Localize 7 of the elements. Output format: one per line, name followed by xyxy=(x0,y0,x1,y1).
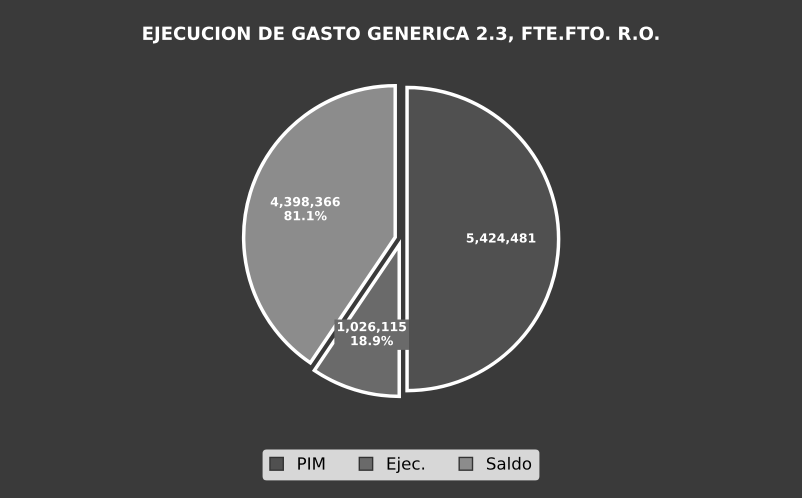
data-label: 4,398,366 81.1% xyxy=(270,196,340,220)
legend-label: Ejec. xyxy=(388,456,424,474)
data-label: 1,026,115 18.9% xyxy=(338,322,406,346)
chart-title: EJECUCION DE GASTO GENERICA 2.3, FTE.FTO. R.O. xyxy=(143,26,659,44)
legend-label: PIM xyxy=(298,457,324,470)
data-label: 5,424,481 xyxy=(466,233,536,244)
legend-label: Saldo xyxy=(486,456,532,470)
